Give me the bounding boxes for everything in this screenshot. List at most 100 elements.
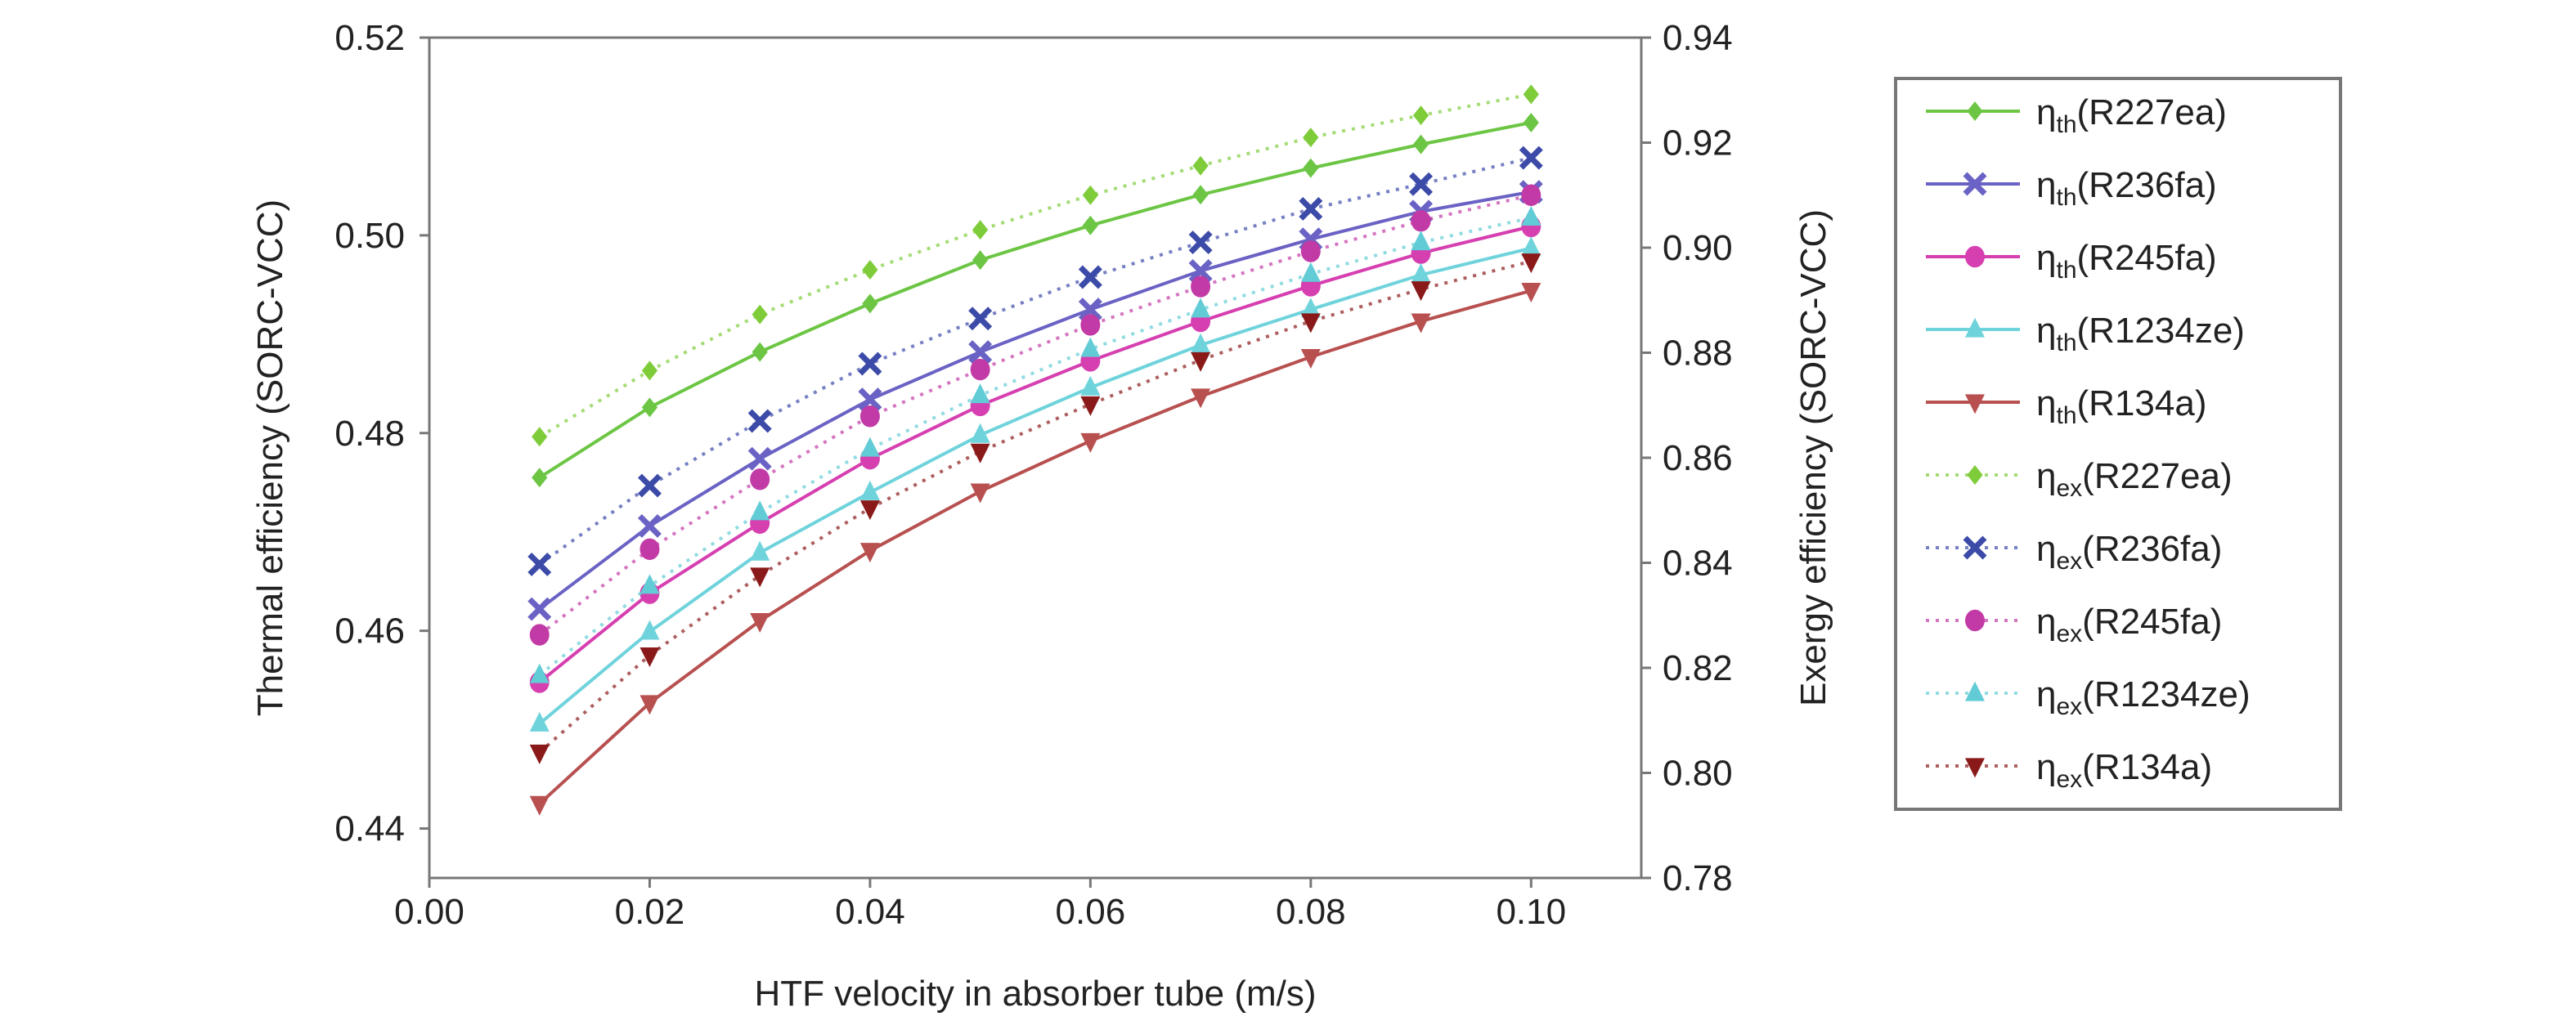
triangle-down-marker bbox=[970, 443, 990, 464]
series-group bbox=[527, 84, 1543, 816]
diamond-marker bbox=[972, 220, 989, 240]
legend-symbol: η bbox=[2036, 529, 2056, 569]
series-line bbox=[538, 246, 1532, 725]
triangle-down-marker bbox=[1191, 352, 1211, 372]
right-tick-label: 0.90 bbox=[1663, 228, 1733, 268]
legend-symbol: η bbox=[2036, 238, 2056, 278]
triangle-down-marker bbox=[1411, 281, 1431, 302]
triangle-up-marker bbox=[1965, 681, 1985, 701]
circle-marker bbox=[1191, 275, 1211, 298]
legend-subscript: ex bbox=[2056, 693, 2082, 720]
diamond-marker bbox=[1303, 128, 1319, 148]
legend-symbol: η bbox=[2036, 383, 2056, 423]
right-tick-label: 0.84 bbox=[1663, 544, 1733, 584]
legend-fluid: (R245fa) bbox=[2082, 602, 2222, 642]
triangle-down-marker bbox=[1080, 432, 1101, 453]
right-tick-label: 0.94 bbox=[1663, 18, 1733, 58]
legend-fluid: (R245fa) bbox=[2077, 238, 2217, 278]
series-th-r236fa bbox=[527, 180, 1543, 621]
x-marker bbox=[527, 552, 552, 576]
legend-label: ηth(R1234ze) bbox=[2036, 311, 2245, 356]
triangle-up-marker bbox=[640, 620, 660, 640]
legend-subscript: ex bbox=[2056, 766, 2082, 793]
legend-subscript: ex bbox=[2056, 475, 2082, 502]
diamond-marker bbox=[1523, 84, 1539, 105]
x-marker bbox=[968, 340, 993, 365]
right-tick-label: 0.92 bbox=[1663, 123, 1733, 163]
legend-label: ηth(R227ea) bbox=[2036, 92, 2227, 138]
x-tick-label: 0.08 bbox=[1276, 892, 1346, 932]
diamond-marker bbox=[1523, 113, 1539, 133]
series-ex-r236fa bbox=[527, 146, 1543, 576]
legend-subscript: th bbox=[2056, 111, 2076, 138]
left-tick-label: 0.46 bbox=[334, 611, 405, 652]
legend-item: ηth(R227ea) bbox=[1926, 92, 2227, 138]
diamond-marker bbox=[1967, 101, 1983, 121]
plot-area bbox=[428, 36, 1643, 880]
legend-symbol: η bbox=[2036, 311, 2056, 351]
legend-symbol: η bbox=[2036, 456, 2056, 496]
circle-marker bbox=[640, 538, 660, 560]
left-tick-label: 0.44 bbox=[334, 809, 405, 849]
circle-marker bbox=[1965, 245, 1985, 268]
diamond-marker bbox=[1412, 105, 1429, 126]
circle-marker bbox=[1300, 240, 1321, 262]
right-tick-label: 0.78 bbox=[1663, 858, 1733, 898]
x-tick-label: 0.06 bbox=[1056, 892, 1126, 932]
triangle-up-marker bbox=[970, 383, 990, 404]
series-line bbox=[538, 216, 1532, 677]
legend-symbol: η bbox=[2036, 92, 2056, 132]
x-tick-label: 0.00 bbox=[394, 892, 464, 932]
triangle-down-marker bbox=[529, 795, 550, 816]
circle-marker bbox=[750, 468, 770, 490]
x-marker bbox=[747, 446, 772, 471]
triangle-down-marker bbox=[1300, 349, 1321, 369]
left-axis-label: Thermal efficiency (SORC-VCC) bbox=[250, 199, 290, 716]
circle-marker bbox=[529, 624, 550, 646]
diamond-marker bbox=[532, 427, 548, 447]
legend-fluid: (R236fa) bbox=[2082, 529, 2222, 569]
series-line bbox=[538, 121, 1532, 479]
right-axis-label: Exergy efficiency (SORC-VCC) bbox=[1793, 209, 1833, 706]
triangle-down-marker bbox=[1411, 313, 1431, 334]
series-line bbox=[538, 289, 1532, 805]
x-tick-label: 0.10 bbox=[1496, 892, 1566, 932]
left-axis-ticks: 0.44 0.46 0.48 0.50 0.52 bbox=[334, 18, 429, 849]
legend-item: ηex(R227ea) bbox=[1926, 456, 2233, 502]
legend-item: ηth(R245fa) bbox=[1926, 238, 2217, 284]
series-th-r134a bbox=[529, 283, 1542, 816]
diamond-marker bbox=[1303, 158, 1319, 178]
legend-item: ηex(R1234ze) bbox=[1926, 674, 2251, 720]
legend-item: ηex(R134a) bbox=[1926, 747, 2212, 793]
series-ex-r227ea bbox=[532, 84, 1539, 447]
diamond-marker bbox=[1082, 185, 1098, 205]
legend-fluid: (R227ea) bbox=[2077, 92, 2227, 132]
x-marker bbox=[1078, 265, 1102, 289]
diamond-marker bbox=[532, 468, 548, 488]
triangle-up-marker bbox=[1300, 298, 1321, 318]
circle-marker bbox=[1965, 609, 1985, 632]
triangle-up-marker bbox=[1411, 262, 1431, 283]
x-marker bbox=[747, 409, 772, 433]
legend-symbol: η bbox=[2036, 674, 2056, 714]
triangle-up-marker bbox=[1080, 337, 1101, 357]
x-marker bbox=[1078, 298, 1102, 322]
legend-label: ηex(R236fa) bbox=[2036, 529, 2222, 575]
series-ex-r1234ze bbox=[529, 205, 1542, 683]
triangle-up-marker bbox=[1191, 298, 1211, 318]
circle-marker bbox=[859, 405, 880, 428]
right-axis-ticks: 0.78 0.80 0.82 0.84 0.86 0.88 0.90 0.92 0.94 bbox=[1641, 18, 1733, 898]
legend-subscript: ex bbox=[2056, 620, 2082, 647]
triangle-up-marker bbox=[970, 423, 990, 443]
diamond-marker bbox=[862, 259, 878, 280]
legend-label: ηex(R134a) bbox=[2036, 747, 2212, 793]
diamond-marker bbox=[1192, 185, 1209, 205]
legend-label: ηex(R1234ze) bbox=[2036, 674, 2251, 720]
legend-item: ηex(R245fa) bbox=[1926, 602, 2222, 647]
legend-item: ηth(R236fa) bbox=[1926, 165, 2217, 211]
x-marker bbox=[1963, 535, 1987, 560]
triangle-down-marker bbox=[859, 543, 880, 563]
legend-symbol: η bbox=[2036, 602, 2056, 642]
legend-fluid: (R134a) bbox=[2082, 747, 2212, 787]
